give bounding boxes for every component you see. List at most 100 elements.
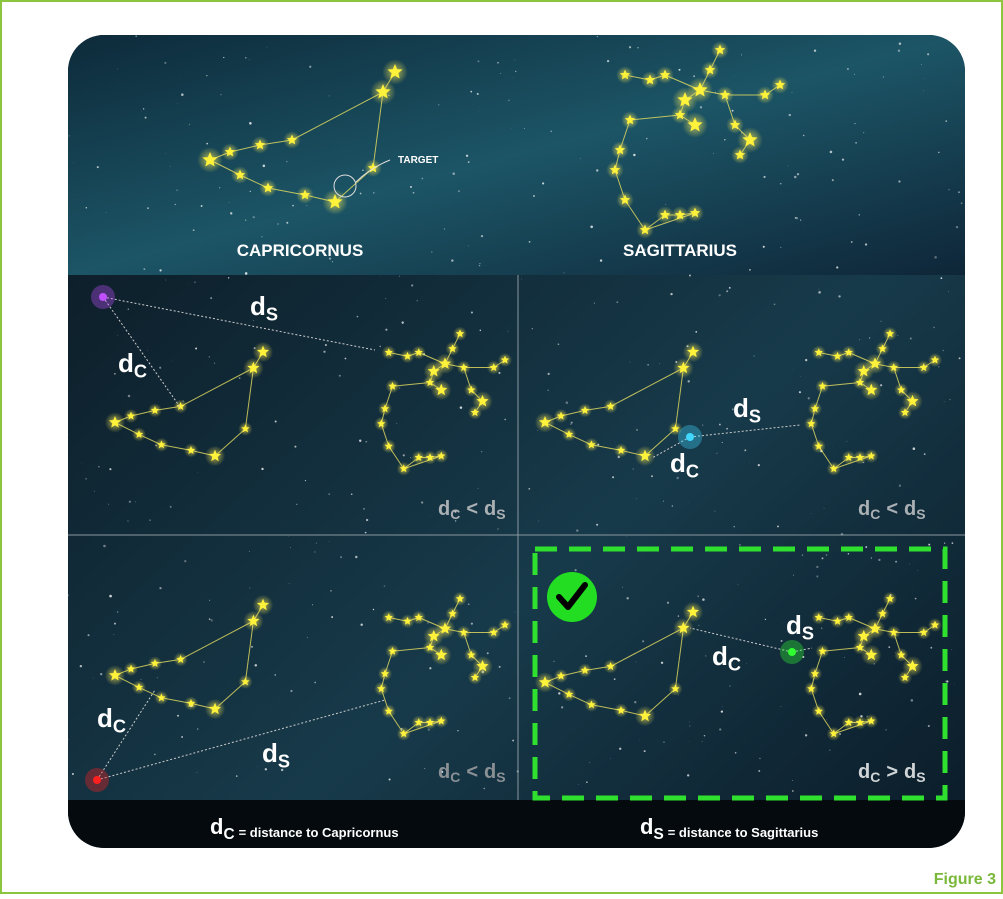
operator: < <box>886 498 898 520</box>
bg-star <box>644 750 646 752</box>
bg-star <box>197 728 198 729</box>
bg-star <box>802 555 803 556</box>
symbol-sub: S <box>749 407 761 427</box>
bg-star <box>961 202 963 204</box>
operator: < <box>466 498 478 520</box>
bg-star <box>589 762 590 763</box>
bg-star <box>100 673 102 675</box>
bg-star <box>509 697 511 699</box>
bg-star <box>385 329 387 331</box>
bg-star <box>373 192 375 194</box>
bg-star <box>702 741 703 742</box>
bg-star <box>863 132 864 133</box>
bg-star <box>497 529 498 530</box>
bg-star <box>305 480 306 481</box>
bg-star <box>249 59 250 60</box>
bg-star <box>458 190 460 192</box>
bg-star <box>800 376 801 377</box>
bg-star <box>444 228 445 229</box>
bg-star <box>763 176 765 178</box>
bg-star <box>915 598 917 600</box>
bg-star <box>290 547 291 548</box>
bg-star <box>816 575 818 577</box>
bg-star <box>431 251 432 252</box>
bg-star <box>622 587 623 588</box>
bg-star <box>497 62 499 64</box>
bg-star <box>697 595 699 597</box>
operator: > <box>886 761 898 783</box>
bg-star <box>795 217 797 219</box>
bg-star <box>314 551 315 552</box>
bg-star <box>504 419 505 420</box>
bg-star <box>729 685 730 686</box>
bg-star <box>198 472 199 473</box>
bg-star <box>781 706 782 707</box>
bg-star <box>610 758 611 759</box>
legend-bar <box>68 800 965 848</box>
bg-star <box>558 692 560 694</box>
bg-star <box>958 191 960 193</box>
bg-star <box>508 331 509 332</box>
bg-star <box>515 60 516 61</box>
bg-star <box>716 453 717 454</box>
bg-star <box>249 551 250 552</box>
bg-star <box>693 75 695 77</box>
bg-star <box>564 272 565 273</box>
symbol-main: d <box>438 761 450 783</box>
bg-star <box>288 536 289 537</box>
bg-star <box>181 93 184 96</box>
symbol-sub: S <box>802 624 814 644</box>
bg-star <box>597 36 598 37</box>
bg-star <box>209 600 210 601</box>
bg-star <box>359 439 361 441</box>
bg-star <box>758 770 760 772</box>
symbol-sub: C <box>450 506 460 522</box>
bg-star <box>511 128 512 129</box>
bg-star <box>590 226 593 229</box>
bg-star <box>714 511 715 512</box>
bg-star <box>515 71 516 72</box>
bg-star <box>865 546 867 548</box>
bg-star <box>172 360 173 361</box>
bg-star <box>481 451 482 452</box>
bg-star <box>209 618 211 620</box>
bg-star <box>360 193 362 195</box>
bg-star <box>869 337 870 338</box>
bg-star <box>627 597 629 599</box>
bg-star <box>69 135 70 136</box>
bg-star <box>468 161 470 163</box>
bg-star <box>421 501 423 503</box>
bg-star <box>578 784 579 785</box>
bg-star <box>746 663 747 664</box>
bg-star <box>665 204 666 205</box>
bg-star <box>739 544 741 546</box>
bg-star <box>189 124 190 125</box>
bg-star <box>363 508 365 510</box>
bg-star <box>127 520 128 521</box>
bg-star <box>789 114 791 116</box>
bg-star <box>529 241 531 243</box>
bg-star <box>401 321 403 323</box>
symbol-sub: S <box>496 769 505 785</box>
bg-star <box>571 422 573 424</box>
legend-text: = distance to Capricornus <box>239 825 399 840</box>
bg-star <box>508 100 509 101</box>
bg-star <box>223 57 224 58</box>
bg-star <box>687 774 689 776</box>
bg-star <box>944 401 945 402</box>
symbol-sub: S <box>496 506 505 522</box>
bg-star <box>251 646 253 648</box>
bg-star <box>422 178 424 180</box>
bg-star <box>357 316 359 318</box>
constellation-name: SAGITTARIUS <box>623 241 737 260</box>
bg-star <box>672 505 673 506</box>
bg-star <box>524 128 525 129</box>
bg-star <box>289 583 290 584</box>
bg-star <box>257 766 258 767</box>
bg-star <box>197 772 198 773</box>
bg-star <box>108 504 109 505</box>
bg-star <box>940 277 942 279</box>
bg-star <box>203 661 204 662</box>
bg-star <box>924 453 926 455</box>
